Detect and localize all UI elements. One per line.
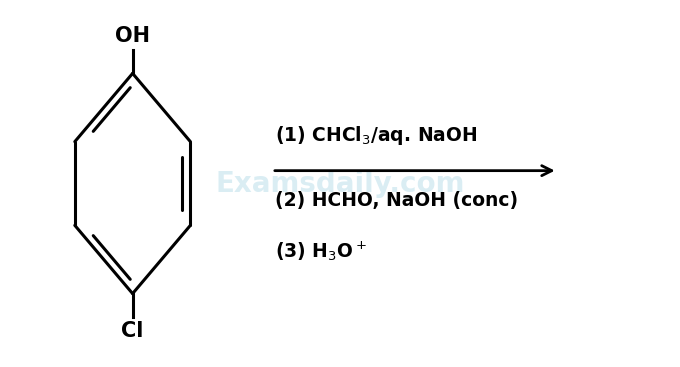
Text: Examsdaily.com: Examsdaily.com (216, 170, 464, 197)
Text: (2) HCHO, NaOH (conc): (2) HCHO, NaOH (conc) (275, 190, 519, 210)
Text: (1) CHCl$_3$/aq. NaOH: (1) CHCl$_3$/aq. NaOH (275, 124, 478, 147)
Text: OH: OH (115, 26, 150, 46)
Text: Cl: Cl (122, 321, 143, 341)
Text: (3) H$_3$O$^+$: (3) H$_3$O$^+$ (275, 240, 367, 263)
